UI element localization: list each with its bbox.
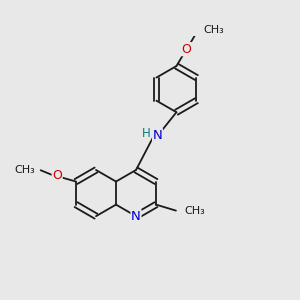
Text: CH₃: CH₃: [184, 206, 205, 216]
Text: N: N: [131, 210, 141, 223]
Text: N: N: [153, 129, 162, 142]
Text: CH₃: CH₃: [203, 25, 224, 35]
Text: H: H: [142, 127, 150, 140]
Text: O: O: [182, 43, 191, 56]
Text: CH₃: CH₃: [14, 165, 35, 175]
Text: O: O: [52, 169, 62, 182]
